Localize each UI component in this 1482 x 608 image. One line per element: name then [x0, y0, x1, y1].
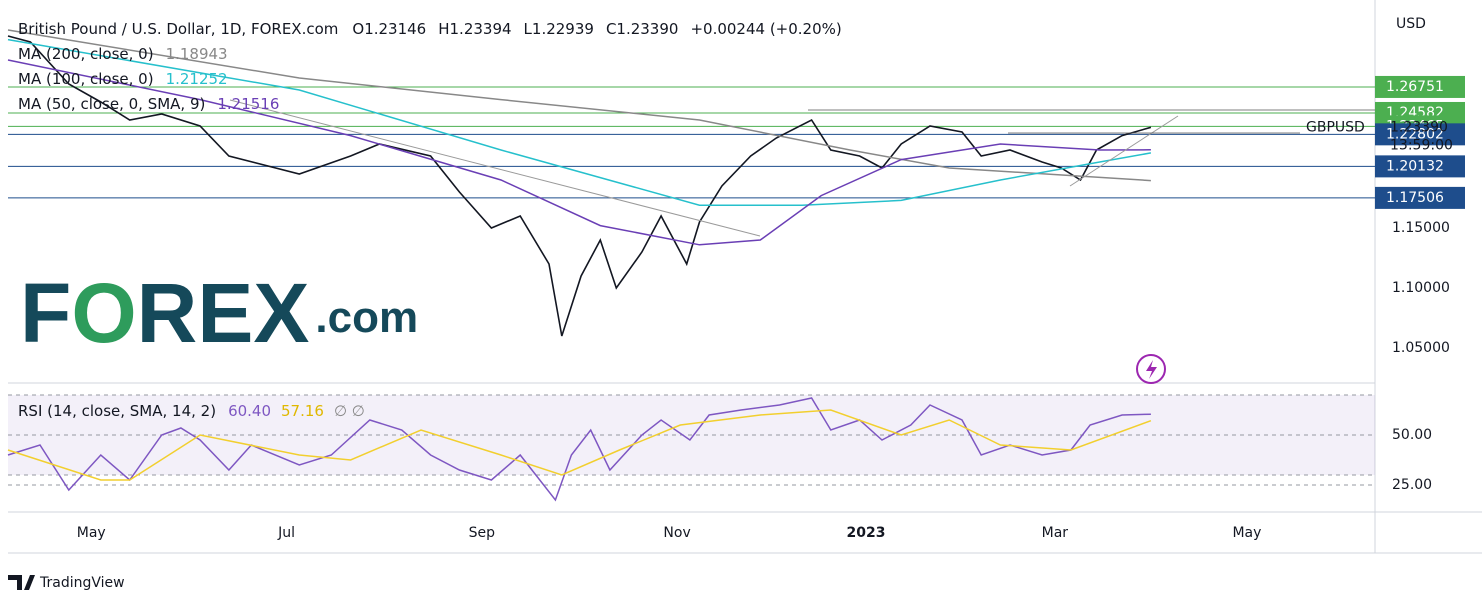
y-tick-label: 50.00 — [1392, 427, 1432, 443]
trend-line — [229, 99, 761, 237]
flash-icon-bolt — [1146, 360, 1157, 379]
legend-entry: MA (50, close, 0, SMA, 9) 1.21516 — [18, 95, 279, 113]
price-flag — [1375, 123, 1465, 146]
price-flag-label: 1.22802 — [1386, 126, 1444, 142]
legend-value: 1.21252 — [166, 70, 228, 88]
trend-line — [1069, 115, 1179, 187]
price-flag-label: 1.26751 — [1386, 79, 1444, 95]
legend-entry: MA (200, close, 0) 1.18943 — [18, 45, 228, 63]
x-tick-label: Jul — [277, 525, 295, 541]
legend-name: MA (50, close, 0, SMA, 9) — [18, 95, 205, 113]
series-line — [7, 29, 1151, 182]
price-flag-label: 1.20132 — [1386, 158, 1444, 174]
legend-name: MA (200, close, 0) — [18, 45, 154, 63]
footer-text: TradingView — [39, 575, 125, 591]
axis-unit: USD — [1396, 16, 1426, 32]
y-tick-label: 1.10000 — [1392, 280, 1450, 296]
chart-header: British Pound / U.S. Dollar, 1D, FOREX.c… — [18, 20, 842, 38]
legend-entry: MA (100, close, 0) 1.21252 — [18, 70, 228, 88]
rsi-header: RSI (14, close, SMA, 14, 2) 60.40 57.16 ∅ ∅ — [18, 402, 365, 420]
y-tick-label: 25.00 — [1392, 477, 1432, 493]
series-label: GBPUSD — [1306, 119, 1365, 135]
y-tick-label: 1.05000 — [1392, 340, 1450, 356]
series-line — [7, 397, 1151, 502]
price-flag — [1375, 186, 1465, 209]
legend-value: 1.21516 — [217, 95, 279, 113]
tradingview-logo — [8, 575, 35, 590]
x-tick-label: Sep — [469, 525, 496, 541]
series-line — [7, 59, 1151, 246]
x-tick-label: 2023 — [846, 525, 885, 541]
price-flag-label: 1.17506 — [1386, 190, 1444, 206]
legend-value: 1.18943 — [166, 45, 228, 63]
series-line — [7, 35, 1152, 337]
price-flag — [1375, 75, 1465, 98]
x-tick-label: May — [1232, 525, 1261, 541]
x-tick-label: Mar — [1042, 525, 1069, 541]
flash-icon[interactable] — [1136, 354, 1166, 384]
series-line — [7, 409, 1152, 481]
lines-layer — [7, 29, 1375, 502]
watermark-text: FOREX .com — [20, 266, 418, 360]
x-tick-label: May — [77, 525, 106, 541]
watermark: FOREX .com — [20, 266, 418, 360]
legend-name: MA (100, close, 0) — [18, 70, 154, 88]
series-line — [7, 38, 1152, 206]
last-price-label: 1.23390 — [1390, 119, 1448, 135]
y-tick-label: 1.15000 — [1392, 220, 1450, 236]
x-tick-label: Nov — [663, 525, 690, 541]
price-flag — [1375, 155, 1465, 178]
countdown: 13:59:00 — [1390, 137, 1453, 153]
